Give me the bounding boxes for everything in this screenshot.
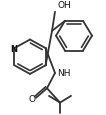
Text: N: N <box>10 44 17 53</box>
Text: OH: OH <box>57 1 71 10</box>
Text: NH: NH <box>57 69 70 78</box>
Text: O: O <box>29 94 36 103</box>
